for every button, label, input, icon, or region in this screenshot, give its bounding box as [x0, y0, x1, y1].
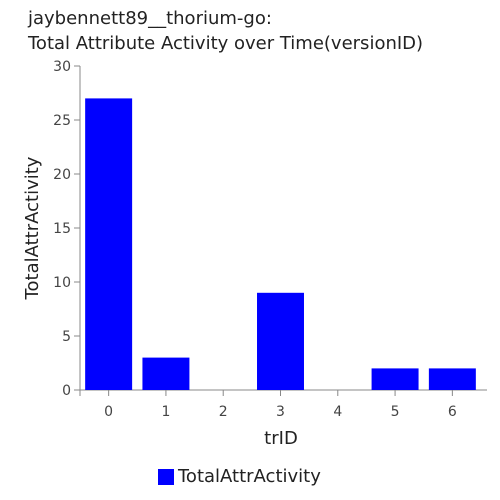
x-tick-label: 5: [391, 404, 400, 420]
bar: [85, 98, 133, 391]
y-tick-label: 15: [53, 221, 71, 237]
bar: [428, 368, 476, 390]
y-tick-label: 30: [53, 59, 71, 75]
chart-title-line-2: Total Attribute Activity over Time(versi…: [28, 33, 424, 54]
legend: TotalAttrActivity: [158, 466, 321, 487]
y-tick-label: 0: [62, 383, 71, 399]
x-axis-label: trID: [264, 428, 298, 449]
x-tick-label: 3: [276, 404, 285, 420]
bar: [371, 368, 419, 390]
x-tick-label: 4: [333, 404, 342, 420]
bar: [142, 357, 190, 390]
y-tick-label: 20: [53, 167, 71, 183]
legend-swatch: [158, 468, 174, 485]
x-tick-label: 6: [448, 404, 457, 420]
chart-title-line-1: jaybennett89__thorium-go:: [28, 8, 272, 29]
legend-label: TotalAttrActivity: [178, 466, 321, 487]
bars: [85, 98, 476, 391]
tick-labels: 0 5 10 15 20 25 30 0 1 2 3 4 5 6: [53, 59, 457, 420]
y-axis-label: TotalAttrActivity: [22, 156, 43, 300]
x-tick-label: 0: [104, 404, 113, 420]
x-tick-label: 2: [219, 404, 228, 420]
x-tick-label: 1: [161, 404, 170, 420]
bar: [257, 292, 304, 390]
y-tick-label: 10: [53, 275, 71, 291]
y-tick-label: 5: [62, 329, 71, 345]
y-tick-label: 25: [53, 113, 71, 129]
